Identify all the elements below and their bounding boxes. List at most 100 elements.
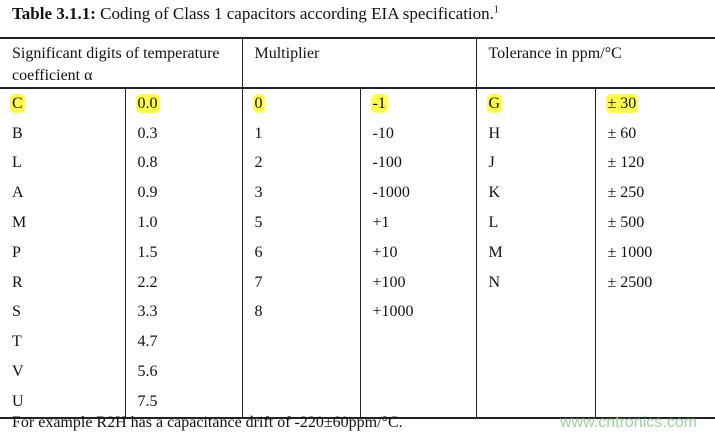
- multiplier-code: 2: [254, 154, 263, 172]
- multiplier-value-cell: [359, 357, 477, 387]
- multiplier-code: 8: [254, 303, 263, 321]
- significant-digits: 1.0: [137, 214, 158, 232]
- tolerance-code-cell: G: [475, 88, 596, 119]
- significant-digits-cell: 0.8: [124, 148, 242, 179]
- significant-digits: 0.0: [135, 93, 160, 113]
- significant-digits-cell: 2.2: [124, 267, 242, 298]
- code-letter-cell: T: [0, 327, 125, 357]
- code-letter: M: [12, 214, 27, 232]
- significant-digits: 4.7: [137, 333, 158, 351]
- table-row: V 5.6: [0, 357, 715, 387]
- tolerance-code: J: [488, 154, 495, 172]
- multiplier-value-cell: -1: [359, 88, 477, 119]
- tolerance-code: L: [488, 214, 499, 232]
- multiplier-code-cell: 8: [241, 297, 360, 328]
- code-letter-cell: L: [0, 149, 125, 179]
- caption-text: Coding of Class 1 capacitors according E…: [95, 4, 494, 23]
- tolerance-value-cell: ± 1000: [594, 237, 715, 268]
- multiplier-value-cell: -1000: [359, 178, 477, 209]
- tolerance-value-cell: [594, 327, 715, 358]
- multiplier-code-cell: [241, 327, 360, 358]
- tolerance-code-cell: [475, 357, 596, 387]
- tolerance-code-cell: [475, 386, 596, 418]
- multiplier-code-cell: 5: [241, 208, 360, 238]
- tolerance-value: ± 30: [605, 93, 639, 113]
- tolerance-value: ± 500: [607, 214, 645, 232]
- table-row: P 1.5 6 +10 M ± 1000: [0, 237, 715, 268]
- caption-footnote: 1: [493, 4, 499, 16]
- code-letter-cell: S: [0, 298, 125, 328]
- code-letter: R: [12, 273, 23, 291]
- significant-digits: 0.3: [137, 124, 158, 142]
- code-letter: B: [12, 124, 23, 142]
- multiplier-value-cell: +10: [359, 237, 477, 268]
- multiplier-value-cell: +1000: [359, 297, 477, 328]
- significant-digits: 0.9: [137, 184, 158, 202]
- table-row: M 1.0 5 +1 L ± 500: [0, 208, 715, 238]
- multiplier-value: +10: [372, 243, 398, 261]
- code-letter: L: [12, 154, 22, 172]
- tolerance-code-cell: L: [475, 208, 596, 238]
- code-letter-cell: C: [0, 88, 125, 119]
- watermark: www.cntronics.com: [560, 414, 697, 431]
- multiplier-value-cell: [359, 327, 477, 358]
- multiplier-code: 0: [252, 93, 265, 113]
- multiplier-value: -1000: [372, 184, 410, 202]
- tolerance-code: K: [488, 184, 501, 202]
- tolerance-code: N: [488, 273, 501, 291]
- significant-digits-cell: 0.3: [124, 118, 242, 149]
- tolerance-value-cell: ± 60: [594, 118, 715, 149]
- multiplier-value-cell: +1: [359, 208, 477, 238]
- significant-digits-cell: 0.0: [124, 88, 242, 119]
- multiplier-value: +1: [372, 214, 390, 232]
- multiplier-code-cell: 7: [241, 267, 360, 298]
- code-letter-cell: B: [0, 119, 125, 149]
- multiplier-value: +100: [372, 273, 406, 291]
- header-row: Significant digits of temperature coeffi…: [0, 38, 715, 89]
- tolerance-value: ± 250: [607, 184, 645, 202]
- significant-digits-cell: 7.5: [124, 386, 242, 418]
- code-letter: A: [12, 184, 24, 202]
- tolerance-value-cell: ± 30: [594, 88, 715, 119]
- multiplier-code-cell: 2: [241, 148, 360, 179]
- code-letter: P: [12, 243, 21, 261]
- table-row: R 2.2 7 +100 N ± 2500: [0, 267, 715, 298]
- tolerance-value: ± 1000: [607, 243, 653, 261]
- table-row: B 0.3 1 -10 H ± 60: [0, 118, 715, 149]
- tolerance-value-cell: [594, 386, 715, 418]
- tolerance-code-cell: [475, 297, 596, 328]
- tolerance-code-cell: M: [475, 237, 596, 268]
- significant-digits: 1.5: [137, 243, 158, 261]
- table-row: T 4.7: [0, 327, 715, 358]
- tolerance-value: ± 120: [607, 154, 645, 172]
- eia-coding-table: Significant digits of temperature coeffi…: [0, 37, 715, 419]
- multiplier-code-cell: 0: [241, 88, 360, 119]
- header-tolerance: Tolerance in ppm/°C: [475, 38, 715, 89]
- table-row: U 7.5: [0, 386, 715, 418]
- tolerance-value-cell: ± 500: [594, 208, 715, 238]
- tolerance-code: M: [488, 243, 503, 261]
- multiplier-value-cell: -10: [359, 118, 477, 149]
- code-letter: S: [12, 303, 21, 321]
- tolerance-value-cell: [594, 297, 715, 328]
- code-letter: C: [10, 93, 25, 113]
- multiplier-code: 7: [254, 273, 263, 291]
- tolerance-value: ± 60: [607, 124, 637, 142]
- header-multiplier: Multiplier: [241, 38, 477, 89]
- tolerance-value-cell: ± 250: [594, 178, 715, 209]
- code-letter: T: [12, 333, 22, 351]
- tolerance-value-cell: [594, 357, 715, 387]
- multiplier-code-cell: 6: [241, 237, 360, 268]
- multiplier-code: 6: [254, 243, 263, 261]
- example-footnote: For example R2H has a capacitance drift …: [12, 414, 403, 431]
- tolerance-code-cell: K: [475, 178, 596, 209]
- code-letter: V: [12, 363, 24, 381]
- tolerance-code-cell: H: [475, 118, 596, 149]
- tolerance-code: H: [488, 124, 501, 142]
- multiplier-code: 3: [254, 184, 263, 202]
- significant-digits-cell: 1.0: [124, 208, 242, 238]
- tolerance-value: ± 2500: [607, 273, 653, 291]
- multiplier-value: -100: [372, 154, 402, 172]
- code-letter-cell: V: [0, 357, 125, 387]
- multiplier-value-cell: -100: [359, 148, 477, 179]
